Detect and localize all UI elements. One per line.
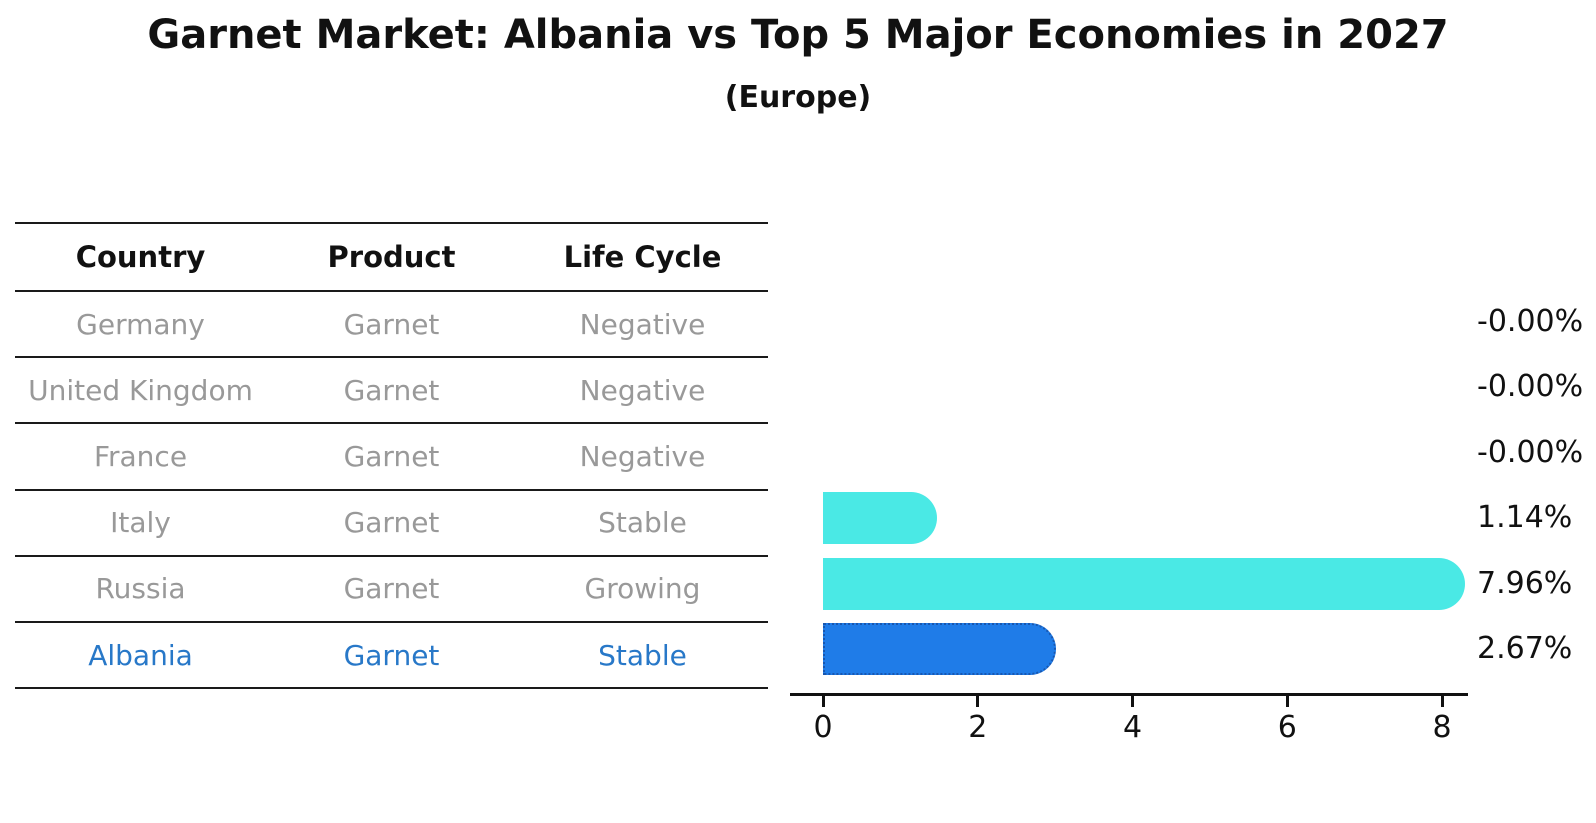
value-label-united-kingdom: -0.00%: [1477, 369, 1584, 405]
x-tick-mark-2: [976, 696, 980, 707]
value-label-albania: 2.67%: [1477, 631, 1573, 666]
country-product-table: Country Product Life Cycle Germany Garnet…: [15, 222, 768, 690]
chart-subtitle: (Europe): [724, 80, 872, 115]
x-tick-mark-0: [821, 696, 825, 707]
table-header-lifecycle: Life Cycle: [563, 240, 722, 274]
value-label-germany: -0.00%: [1477, 304, 1584, 339]
x-tick-label-8: 8: [1432, 710, 1452, 745]
table-header-product: Product: [327, 240, 456, 274]
x-tick-label-2: 2: [968, 710, 988, 745]
x-axis-line: [790, 693, 1468, 696]
table-row-italy: Italy Garnet Stable: [15, 491, 768, 557]
chart-title: Garnet Market: Albania vs Top 5 Major Ec…: [147, 12, 1449, 58]
cell-country: Italy: [110, 506, 171, 540]
value-label-russia: 7.96%: [1477, 565, 1573, 601]
cell-life-cycle: Negative: [579, 439, 706, 473]
cell-product: Garnet: [343, 638, 440, 672]
cell-product: Garnet: [343, 572, 440, 606]
x-tick-mark-8: [1440, 696, 1444, 707]
cell-life-cycle: Negative: [579, 373, 706, 407]
x-tick-mark-4: [1131, 696, 1134, 707]
cell-country: Russia: [95, 572, 186, 606]
cell-product: Garnet: [343, 439, 440, 473]
bar-albania: [823, 623, 1056, 675]
table-row-united-kingdom: United Kingdom Garnet Negative: [15, 358, 768, 425]
cell-life-cycle: Stable: [598, 506, 687, 540]
table-row-albania: Albania Garnet Stable: [15, 623, 768, 690]
cell-product: Garnet: [343, 307, 440, 341]
table-row-france: France Garnet Negative: [15, 424, 768, 491]
x-tick-mark-6: [1285, 696, 1289, 707]
x-tick-label-4: 4: [1122, 710, 1143, 745]
cell-product: Garnet: [343, 373, 440, 407]
table-row-russia: Russia Garnet Growing: [15, 557, 768, 623]
cell-product: Garnet: [343, 506, 440, 540]
x-tick-label-0: 0: [813, 710, 833, 745]
value-label-france: -0.00%: [1477, 434, 1584, 470]
value-label-italy: 1.14%: [1477, 500, 1573, 536]
table-row-germany: Germany Garnet Negative: [15, 292, 768, 359]
cell-country: Albania: [88, 638, 193, 672]
cell-country: France: [93, 439, 188, 473]
bar-italy: [823, 492, 938, 545]
x-tick-label-6: 6: [1277, 710, 1297, 745]
cell-life-cycle: Stable: [598, 638, 687, 672]
cell-life-cycle: Growing: [584, 572, 701, 606]
cell-country: United Kingdom: [28, 373, 253, 407]
cell-country: Germany: [76, 307, 205, 341]
cell-life-cycle: Negative: [579, 307, 706, 341]
table-header-row: Country Product Life Cycle: [15, 224, 768, 292]
table-header-country: Country: [75, 240, 206, 274]
bar-russia: [823, 557, 1465, 610]
